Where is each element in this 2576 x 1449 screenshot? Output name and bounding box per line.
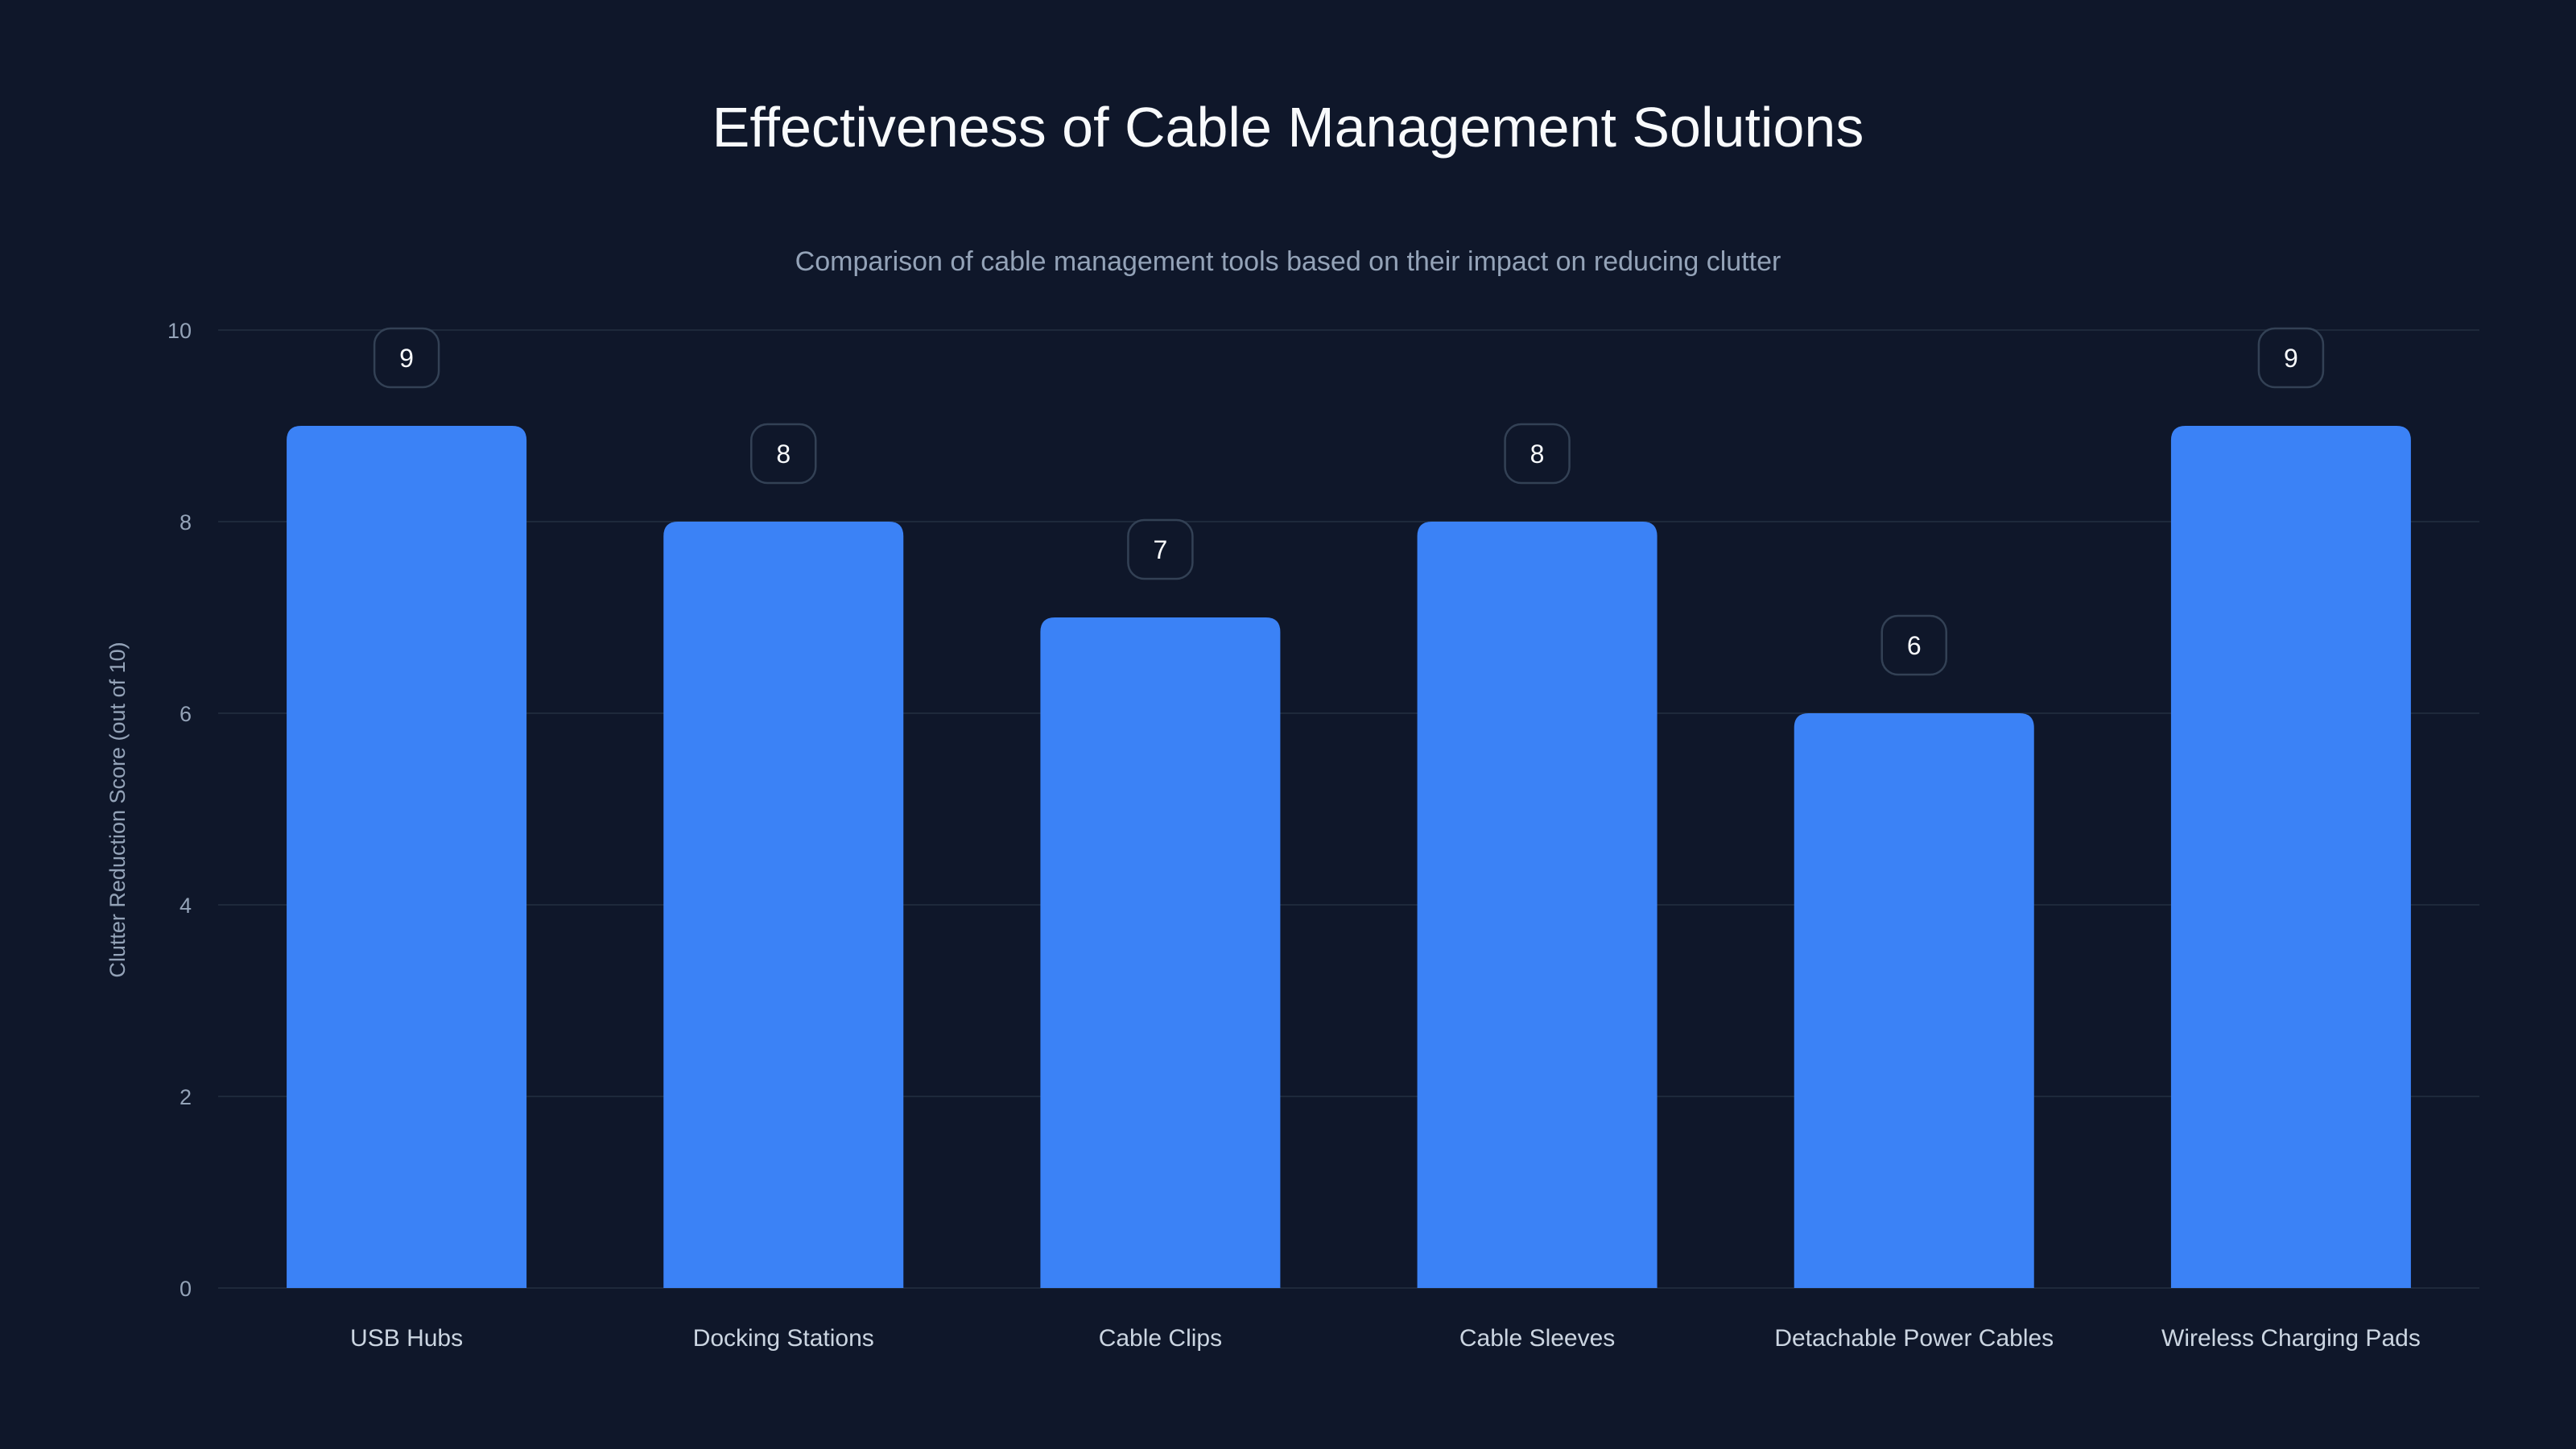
y-tick-label: 6 bbox=[180, 702, 192, 726]
x-tick-label: USB Hubs bbox=[350, 1325, 463, 1352]
x-tick-label: Cable Clips bbox=[1099, 1325, 1222, 1352]
y-tick-label: 2 bbox=[180, 1085, 192, 1109]
y-tick-label: 10 bbox=[167, 319, 192, 343]
chart-subtitle: Comparison of cable management tools bas… bbox=[795, 246, 1781, 277]
data-label-box bbox=[1504, 423, 1571, 485]
chart-title: Effectiveness of Cable Management Soluti… bbox=[712, 96, 1864, 159]
y-axis-label: Clutter Reduction Score (out of 10) bbox=[105, 642, 130, 977]
x-tick-label: Wireless Charging Pads bbox=[2161, 1325, 2421, 1352]
y-tick-label: 0 bbox=[180, 1277, 192, 1301]
data-label: 6 bbox=[1907, 631, 1922, 660]
x-tick-label: Docking Stations bbox=[693, 1325, 874, 1352]
y-tick-label: 8 bbox=[180, 510, 192, 535]
data-label: 8 bbox=[1530, 440, 1545, 469]
bar-detachable-power-cables bbox=[1794, 713, 2034, 1288]
data-label: 9 bbox=[399, 344, 414, 373]
data-label-box bbox=[2257, 327, 2325, 389]
data-label-box bbox=[1880, 614, 1947, 676]
bar-docking-stations bbox=[663, 522, 904, 1288]
data-label-box bbox=[1127, 518, 1194, 580]
x-tick-label: Cable Sleeves bbox=[1459, 1325, 1615, 1352]
bar-usb-hubs bbox=[287, 426, 527, 1288]
data-label: 9 bbox=[2284, 344, 2298, 373]
bar-wireless-charging-pads bbox=[2170, 426, 2411, 1288]
data-label-box bbox=[373, 327, 440, 389]
x-tick-label: Detachable Power Cables bbox=[1774, 1325, 2054, 1352]
y-tick-label: 4 bbox=[180, 894, 192, 918]
bar-cable-sleeves bbox=[1417, 522, 1657, 1288]
data-label: 8 bbox=[776, 440, 791, 469]
data-label-box bbox=[750, 423, 817, 485]
bar-cable-clips bbox=[1040, 617, 1281, 1288]
data-label: 7 bbox=[1154, 535, 1168, 564]
